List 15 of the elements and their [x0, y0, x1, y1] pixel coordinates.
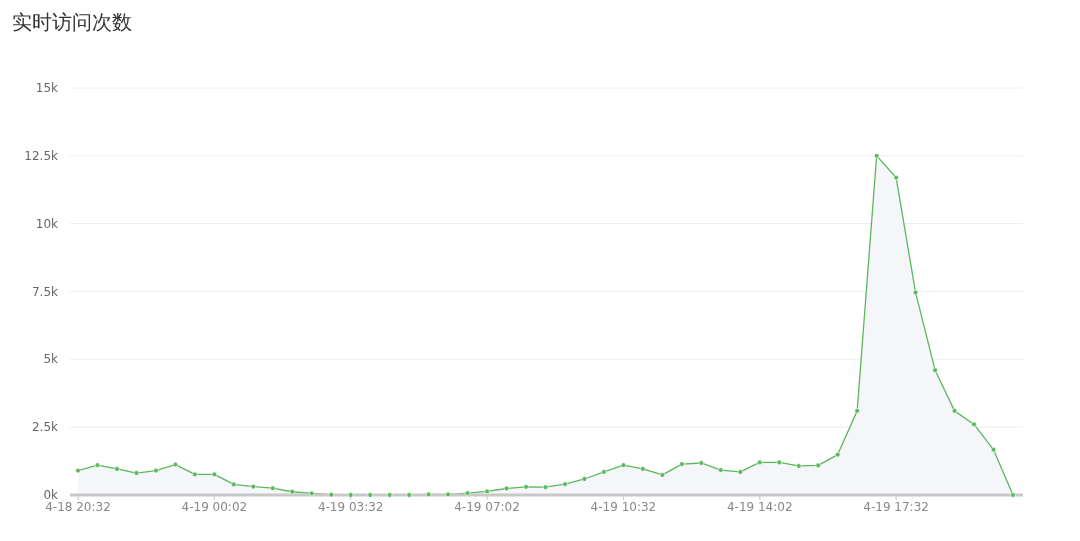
y-tick-label: 12.5k [24, 148, 59, 163]
x-tick-label: 4-19 00:02 [181, 500, 248, 514]
x-tick-label: 4-19 17:32 [863, 500, 929, 514]
y-tick-label: 10k [35, 216, 59, 231]
y-tick-label: 2.5k [31, 420, 59, 435]
chart-title: 实时访问次数 [12, 10, 132, 34]
y-tick-label: 0k [43, 488, 59, 502]
y-tick-label: 5k [43, 352, 59, 367]
y-tick-label: 15k [35, 81, 59, 95]
x-tick-label: 4-19 03:32 [317, 500, 384, 514]
x-tick-label: 4-19 07:02 [454, 500, 520, 514]
x-tick-label: 4-19 14:02 [726, 500, 793, 514]
x-tick-label: 4-19 10:32 [590, 500, 657, 514]
x-tick-label: 4-18 20:32 [45, 500, 111, 514]
y-tick-label: 7.5k [31, 284, 59, 299]
